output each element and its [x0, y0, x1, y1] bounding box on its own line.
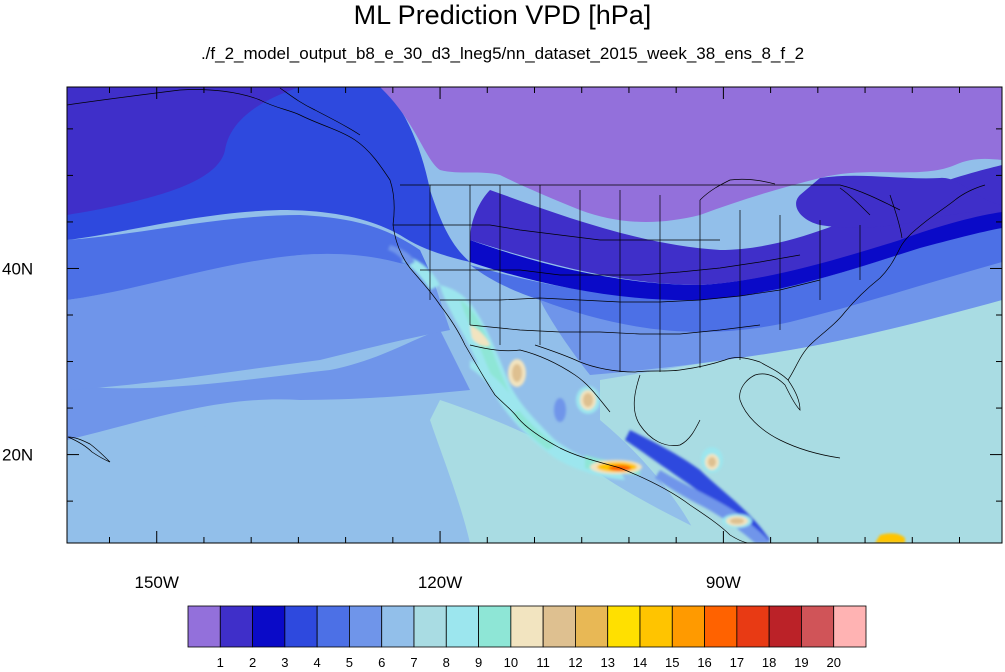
vpd-band-8-9-baja	[440, 285, 625, 480]
colorbar-swatch	[607, 605, 641, 648]
x-tick-label: 90W	[706, 573, 741, 592]
colorbar-swatch	[801, 605, 835, 648]
colorbar-swatch	[542, 605, 576, 648]
colorbar-label: 11	[536, 655, 550, 670]
colorbar-label: 12	[568, 655, 582, 670]
alaska-panhandle	[279, 87, 361, 136]
coastlines-and-borders	[67, 87, 986, 543]
vpd-band-10-11-sonora	[470, 325, 490, 347]
colorbar-label: 18	[762, 655, 776, 670]
vpd-contour-field	[67, 87, 1002, 543]
colorbar-swatch	[252, 605, 286, 648]
x-tick-label: 150W	[135, 573, 179, 592]
canada-us-border	[400, 184, 901, 211]
colorbar	[187, 605, 867, 648]
colorbar-label: 10	[504, 655, 518, 670]
colorbar-swatch	[671, 605, 705, 648]
colorbar-swatch	[833, 605, 867, 648]
vpd-band-0-1-canada	[380, 87, 1002, 222]
pacific-coastline	[67, 89, 751, 543]
vpd-band-5-6-oregon-coast	[388, 245, 415, 266]
colorbar-swatch	[284, 605, 318, 648]
colorbar-label: 13	[600, 655, 614, 670]
y-tick-label: 20N	[2, 446, 33, 465]
vpd-band-1-2-northeast	[796, 175, 1002, 228]
colorbar-swatch	[768, 605, 802, 648]
map-subtitle: ./f_2_model_output_b8_e_30_d3_lneg5/nn_d…	[200, 44, 805, 63]
colorbar-swatch	[736, 605, 770, 648]
colorbar-swatch	[478, 605, 512, 648]
colorbar-swatch	[639, 605, 673, 648]
colorbar-swatch	[316, 605, 350, 648]
vpd-band-4-5-conus	[470, 225, 1002, 332]
colorbar-label: 8	[443, 655, 450, 670]
vpd-band-4-5-pacific	[67, 215, 430, 300]
colorbar-label: 16	[697, 655, 711, 670]
axis-ticks	[67, 87, 1002, 543]
vpd-dry-features	[388, 245, 905, 543]
vpd-band-2-3-north	[470, 165, 1002, 285]
colorbar-label: 9	[475, 655, 482, 670]
hawaii-islands	[67, 436, 111, 463]
x-tick-label: 120W	[418, 573, 462, 592]
colorbar-swatch	[349, 605, 383, 648]
colorbar-label: 20	[826, 655, 840, 670]
vpd-band-2-3-conus	[470, 210, 1002, 301]
axis-tick-labels: 150W 120W 90W 40N 20N	[2, 259, 741, 592]
vpd-band-11-12-gulf-ca	[512, 364, 522, 382]
vpd-band-5-6-east	[540, 260, 1002, 375]
colorbar-swatch	[510, 605, 544, 648]
vpd-band-11-12-guatemala	[730, 518, 744, 524]
vpd-band-5-6-sierra	[554, 398, 566, 422]
state-meridian-borders	[429, 185, 861, 372]
colorbar-label: 4	[314, 655, 321, 670]
gulf-mexico-coastline	[633, 374, 701, 446]
great-lakes-region	[699, 178, 903, 239]
vpd-band-5-6-pacific	[67, 330, 470, 440]
colorbar-swatch	[219, 605, 253, 648]
colorbar-swatch	[413, 605, 447, 648]
colorbar-label: 17	[730, 655, 744, 670]
vpd-band-1-2-gulf-alaska	[67, 87, 300, 215]
y-tick-label: 40N	[2, 259, 33, 278]
atlantic-coastline	[787, 184, 986, 381]
colorbar-swatch	[381, 605, 415, 648]
colorbar-label: 7	[410, 655, 417, 670]
colorbar-label: 6	[378, 655, 385, 670]
colorbar-label: 19	[794, 655, 808, 670]
colorbar-swatch	[575, 605, 609, 648]
map-title: ML Prediction VPD [hPa]	[353, 0, 652, 30]
vpd-band-6-7-south	[67, 424, 470, 543]
colorbar-label: 2	[249, 655, 256, 670]
us-mexico-border	[469, 344, 611, 413]
colorbar-label: 1	[217, 655, 224, 670]
colorbar-labels: 1 2 3 4 5 6 7 8 9 10 11 12 13 14 15 16 17 18 19 20	[217, 655, 841, 670]
colorbar-swatch	[445, 605, 479, 648]
vpd-band-11-12-sierra	[583, 393, 593, 407]
vpd-band-8-9-sonora-coast	[470, 360, 520, 414]
colorbar-label: 5	[346, 655, 353, 670]
colorbar-label: 3	[281, 655, 288, 670]
colorbar-label: 15	[665, 655, 679, 670]
vpd-band-5-6-north-pacific	[67, 253, 450, 390]
colorbar-label: 14	[633, 655, 647, 670]
colorbar-swatch	[187, 605, 221, 648]
vpd-band-14-15-caribbean	[875, 533, 905, 543]
vpd-band-7-8-pacific-coast	[430, 400, 700, 543]
border-row-3	[440, 279, 821, 303]
colorbar-swatch	[704, 605, 738, 648]
vpd-band-11-12-veracruz	[708, 457, 716, 467]
